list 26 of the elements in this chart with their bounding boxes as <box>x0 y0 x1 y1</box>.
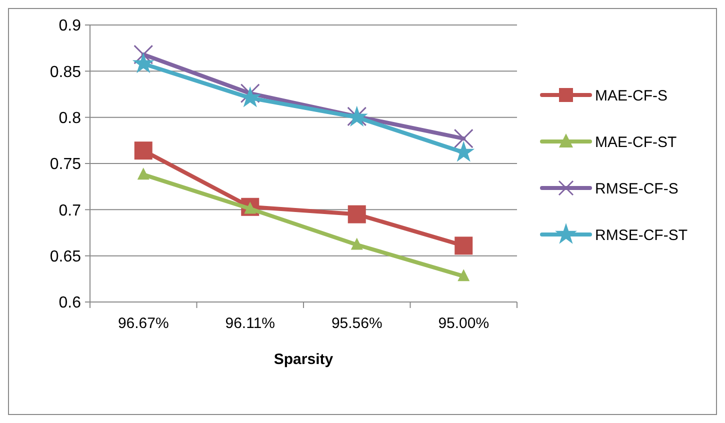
y-tick-label: 0.8 <box>58 110 82 127</box>
y-tick-label: 0.75 <box>50 156 82 174</box>
y-tick-label: 0.6 <box>58 294 82 312</box>
y-tick-label: 0.7 <box>58 202 82 220</box>
x-tick-label: 96.11% <box>225 315 276 332</box>
x-axis-title: Sparsity <box>274 351 334 368</box>
x-tick-label: 96.67% <box>118 315 169 332</box>
legend-label: MAE-CF-S <box>595 87 668 104</box>
point <box>240 84 260 104</box>
point <box>350 238 363 250</box>
y-tick-label: 0.9 <box>58 18 82 35</box>
legend-label: MAE-CF-ST <box>595 134 677 151</box>
y-tick-label: 0.65 <box>50 248 82 266</box>
x-tick-label: 95.56% <box>331 315 382 332</box>
point <box>454 236 473 255</box>
point <box>454 128 474 148</box>
point <box>348 205 366 224</box>
point <box>132 52 154 74</box>
y-tick-label: 0.85 <box>50 64 82 81</box>
x-tick-label: 95.00% <box>438 315 490 332</box>
legend-label: RMSE-CF-ST <box>595 226 688 244</box>
point <box>134 44 154 64</box>
point <box>458 269 470 282</box>
point <box>134 142 152 160</box>
legend-label: RMSE-CF-S <box>595 180 678 198</box>
point <box>137 168 150 180</box>
